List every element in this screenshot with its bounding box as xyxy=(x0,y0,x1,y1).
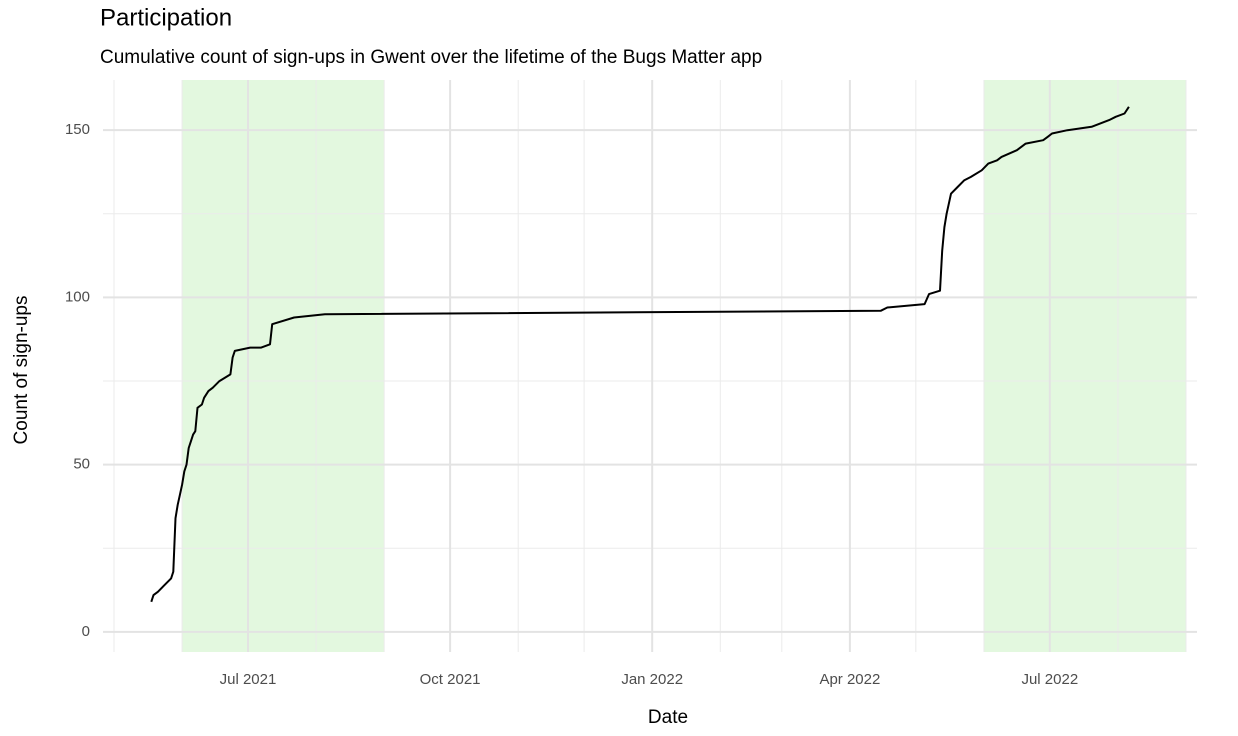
x-tick-label: Jul 2021 xyxy=(220,671,277,688)
y-axis-label: Count of sign-ups xyxy=(11,296,32,445)
x-axis-label: Date xyxy=(648,707,688,728)
y-tick-label: 50 xyxy=(73,456,90,473)
y-tick-label: 0 xyxy=(82,623,90,640)
chart-subtitle: Cumulative count of sign-ups in Gwent ov… xyxy=(100,47,762,68)
highlight-band xyxy=(983,80,1187,652)
data-line xyxy=(150,106,1130,603)
x-tick-label: Jan 2022 xyxy=(621,671,683,688)
highlight-band xyxy=(182,80,385,652)
chart-title: Participation xyxy=(100,4,232,31)
x-tick-label: Apr 2022 xyxy=(819,671,880,688)
y-tick-label: 100 xyxy=(65,288,90,305)
y-tick-label: 150 xyxy=(65,121,90,138)
x-tick-label: Jul 2022 xyxy=(1021,671,1078,688)
x-tick-label: Oct 2021 xyxy=(420,671,481,688)
